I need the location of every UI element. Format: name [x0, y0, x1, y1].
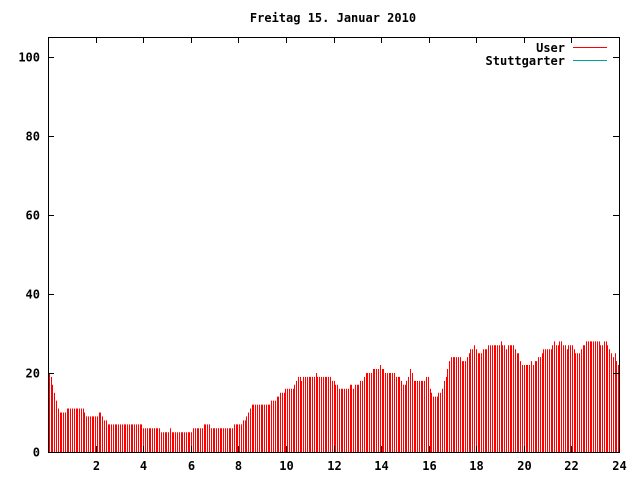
x-tick-label: 22	[564, 459, 578, 473]
y-tick-label: 0	[33, 446, 40, 460]
y-tick-label: 20	[26, 367, 40, 381]
legend-label-stuttgarter: Stuttgarter	[486, 54, 565, 68]
x-tick-label: 24	[612, 459, 626, 473]
y-tick-label: 40	[26, 288, 40, 302]
x-tick-label: 16	[422, 459, 436, 473]
x-tick-label: 8	[235, 459, 242, 473]
bars-layer	[49, 341, 619, 452]
x-tick-label: 12	[327, 459, 341, 473]
legend-label-user: User	[536, 41, 565, 55]
x-tick-label: 18	[469, 459, 483, 473]
chart-title: Freitag 15. Januar 2010	[250, 11, 416, 25]
x-tick-label: 4	[140, 459, 147, 473]
y-axis: 0 20 40 60 80 100	[18, 51, 619, 460]
x-tick-label: 6	[188, 459, 195, 473]
y-tick-label: 80	[26, 130, 40, 144]
x-tick-label: 14	[374, 459, 388, 473]
x-axis: 2 4 6 8 10 12 14 16 18 20 22 24	[93, 37, 627, 473]
x-tick-label: 2	[93, 459, 100, 473]
y-tick-label: 60	[26, 209, 40, 223]
x-tick-label: 20	[517, 459, 531, 473]
x-tick-label: 10	[279, 459, 293, 473]
y-tick-label: 100	[18, 51, 40, 65]
